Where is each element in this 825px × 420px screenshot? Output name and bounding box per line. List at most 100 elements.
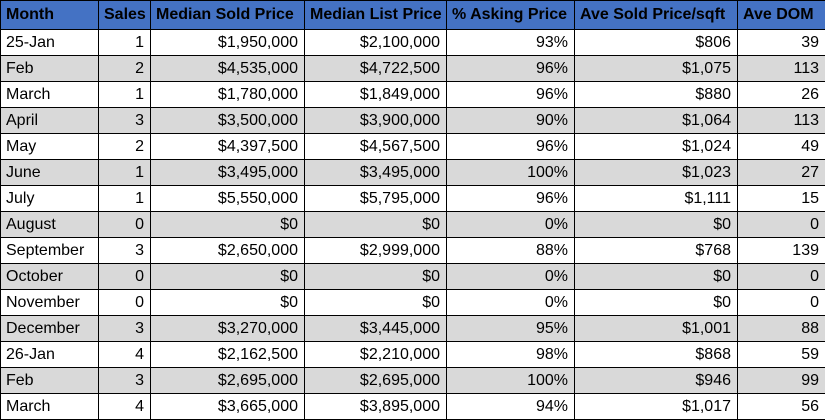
- table-cell[interactable]: 113: [737, 107, 825, 134]
- table-cell[interactable]: $3,895,000: [304, 393, 447, 420]
- table-cell[interactable]: 1: [98, 185, 151, 212]
- table-cell[interactable]: 2: [98, 55, 151, 82]
- table-cell[interactable]: $0: [304, 289, 447, 316]
- table-cell[interactable]: 99: [737, 367, 825, 394]
- column-header-median-sold-price[interactable]: Median Sold Price: [150, 0, 305, 30]
- table-cell[interactable]: $1,780,000: [150, 81, 305, 108]
- table-cell[interactable]: $5,550,000: [150, 185, 305, 212]
- table-cell[interactable]: 98%: [446, 341, 575, 368]
- table-cell[interactable]: $868: [574, 341, 738, 368]
- table-cell[interactable]: $1,001: [574, 315, 738, 342]
- table-cell[interactable]: 3: [98, 237, 151, 264]
- table-cell[interactable]: $768: [574, 237, 738, 264]
- table-cell[interactable]: $3,900,000: [304, 107, 447, 134]
- table-cell[interactable]: $2,210,000: [304, 341, 447, 368]
- table-cell[interactable]: $2,100,000: [304, 29, 447, 56]
- table-cell[interactable]: 3: [98, 367, 151, 394]
- table-cell[interactable]: $1,111: [574, 185, 738, 212]
- table-cell[interactable]: $946: [574, 367, 738, 394]
- table-cell[interactable]: $4,722,500: [304, 55, 447, 82]
- column-header-sales[interactable]: Sales: [98, 0, 151, 30]
- table-cell[interactable]: December: [0, 315, 99, 342]
- table-cell[interactable]: 0%: [446, 289, 575, 316]
- table-cell[interactable]: $0: [304, 211, 447, 238]
- table-cell[interactable]: 15: [737, 185, 825, 212]
- table-cell[interactable]: $0: [574, 289, 738, 316]
- column-header-month[interactable]: Month: [0, 0, 99, 30]
- table-cell[interactable]: $4,567,500: [304, 133, 447, 160]
- table-cell[interactable]: $2,162,500: [150, 341, 305, 368]
- table-cell[interactable]: $3,495,000: [150, 159, 305, 186]
- table-cell[interactable]: $1,024: [574, 133, 738, 160]
- table-cell[interactable]: 26-Jan: [0, 341, 99, 368]
- table-cell[interactable]: $4,397,500: [150, 133, 305, 160]
- table-cell[interactable]: $2,650,000: [150, 237, 305, 264]
- table-cell[interactable]: $806: [574, 29, 738, 56]
- table-cell[interactable]: 100%: [446, 367, 575, 394]
- table-cell[interactable]: $1,075: [574, 55, 738, 82]
- table-cell[interactable]: 93%: [446, 29, 575, 56]
- table-cell[interactable]: 139: [737, 237, 825, 264]
- table-cell[interactable]: $2,695,000: [304, 367, 447, 394]
- table-cell[interactable]: $0: [150, 289, 305, 316]
- table-cell[interactable]: 49: [737, 133, 825, 160]
- table-cell[interactable]: 100%: [446, 159, 575, 186]
- table-cell[interactable]: $1,017: [574, 393, 738, 420]
- table-cell[interactable]: Feb: [0, 55, 99, 82]
- table-cell[interactable]: Feb: [0, 367, 99, 394]
- column-header-median-list-price[interactable]: Median List Price: [304, 0, 447, 30]
- table-cell[interactable]: November: [0, 289, 99, 316]
- table-cell[interactable]: 96%: [446, 133, 575, 160]
- table-cell[interactable]: $0: [574, 211, 738, 238]
- table-cell[interactable]: 27: [737, 159, 825, 186]
- table-cell[interactable]: $0: [304, 263, 447, 290]
- table-cell[interactable]: 0: [737, 289, 825, 316]
- table-cell[interactable]: 0: [737, 263, 825, 290]
- table-cell[interactable]: 0%: [446, 263, 575, 290]
- table-cell[interactable]: 25-Jan: [0, 29, 99, 56]
- table-cell[interactable]: 96%: [446, 81, 575, 108]
- table-cell[interactable]: 2: [98, 133, 151, 160]
- table-cell[interactable]: $0: [574, 263, 738, 290]
- table-cell[interactable]: 94%: [446, 393, 575, 420]
- table-cell[interactable]: 3: [98, 315, 151, 342]
- table-cell[interactable]: $2,999,000: [304, 237, 447, 264]
- table-cell[interactable]: 1: [98, 159, 151, 186]
- table-cell[interactable]: 88: [737, 315, 825, 342]
- table-cell[interactable]: $3,495,000: [304, 159, 447, 186]
- table-cell[interactable]: 26: [737, 81, 825, 108]
- table-cell[interactable]: 4: [98, 341, 151, 368]
- table-cell[interactable]: 1: [98, 81, 151, 108]
- table-cell[interactable]: 0: [98, 289, 151, 316]
- table-cell[interactable]: 95%: [446, 315, 575, 342]
- table-cell[interactable]: $5,795,000: [304, 185, 447, 212]
- table-cell[interactable]: 0: [98, 263, 151, 290]
- table-cell[interactable]: 0: [98, 211, 151, 238]
- table-cell[interactable]: 113: [737, 55, 825, 82]
- table-cell[interactable]: 56: [737, 393, 825, 420]
- table-cell[interactable]: $880: [574, 81, 738, 108]
- table-cell[interactable]: 1: [98, 29, 151, 56]
- table-cell[interactable]: April: [0, 107, 99, 134]
- table-cell[interactable]: $3,270,000: [150, 315, 305, 342]
- table-cell[interactable]: 3: [98, 107, 151, 134]
- table-cell[interactable]: October: [0, 263, 99, 290]
- table-cell[interactable]: June: [0, 159, 99, 186]
- table-cell[interactable]: $1,849,000: [304, 81, 447, 108]
- table-cell[interactable]: $1,064: [574, 107, 738, 134]
- table-cell[interactable]: $2,695,000: [150, 367, 305, 394]
- table-cell[interactable]: July: [0, 185, 99, 212]
- table-cell[interactable]: $3,445,000: [304, 315, 447, 342]
- table-cell[interactable]: 90%: [446, 107, 575, 134]
- table-cell[interactable]: $0: [150, 211, 305, 238]
- table-cell[interactable]: 96%: [446, 55, 575, 82]
- table-cell[interactable]: 0%: [446, 211, 575, 238]
- table-cell[interactable]: 0: [737, 211, 825, 238]
- table-cell[interactable]: March: [0, 393, 99, 420]
- table-cell[interactable]: $4,535,000: [150, 55, 305, 82]
- table-cell[interactable]: $1,950,000: [150, 29, 305, 56]
- table-cell[interactable]: $3,665,000: [150, 393, 305, 420]
- table-cell[interactable]: 88%: [446, 237, 575, 264]
- column-header-asking-price[interactable]: % Asking Price: [446, 0, 575, 30]
- table-cell[interactable]: March: [0, 81, 99, 108]
